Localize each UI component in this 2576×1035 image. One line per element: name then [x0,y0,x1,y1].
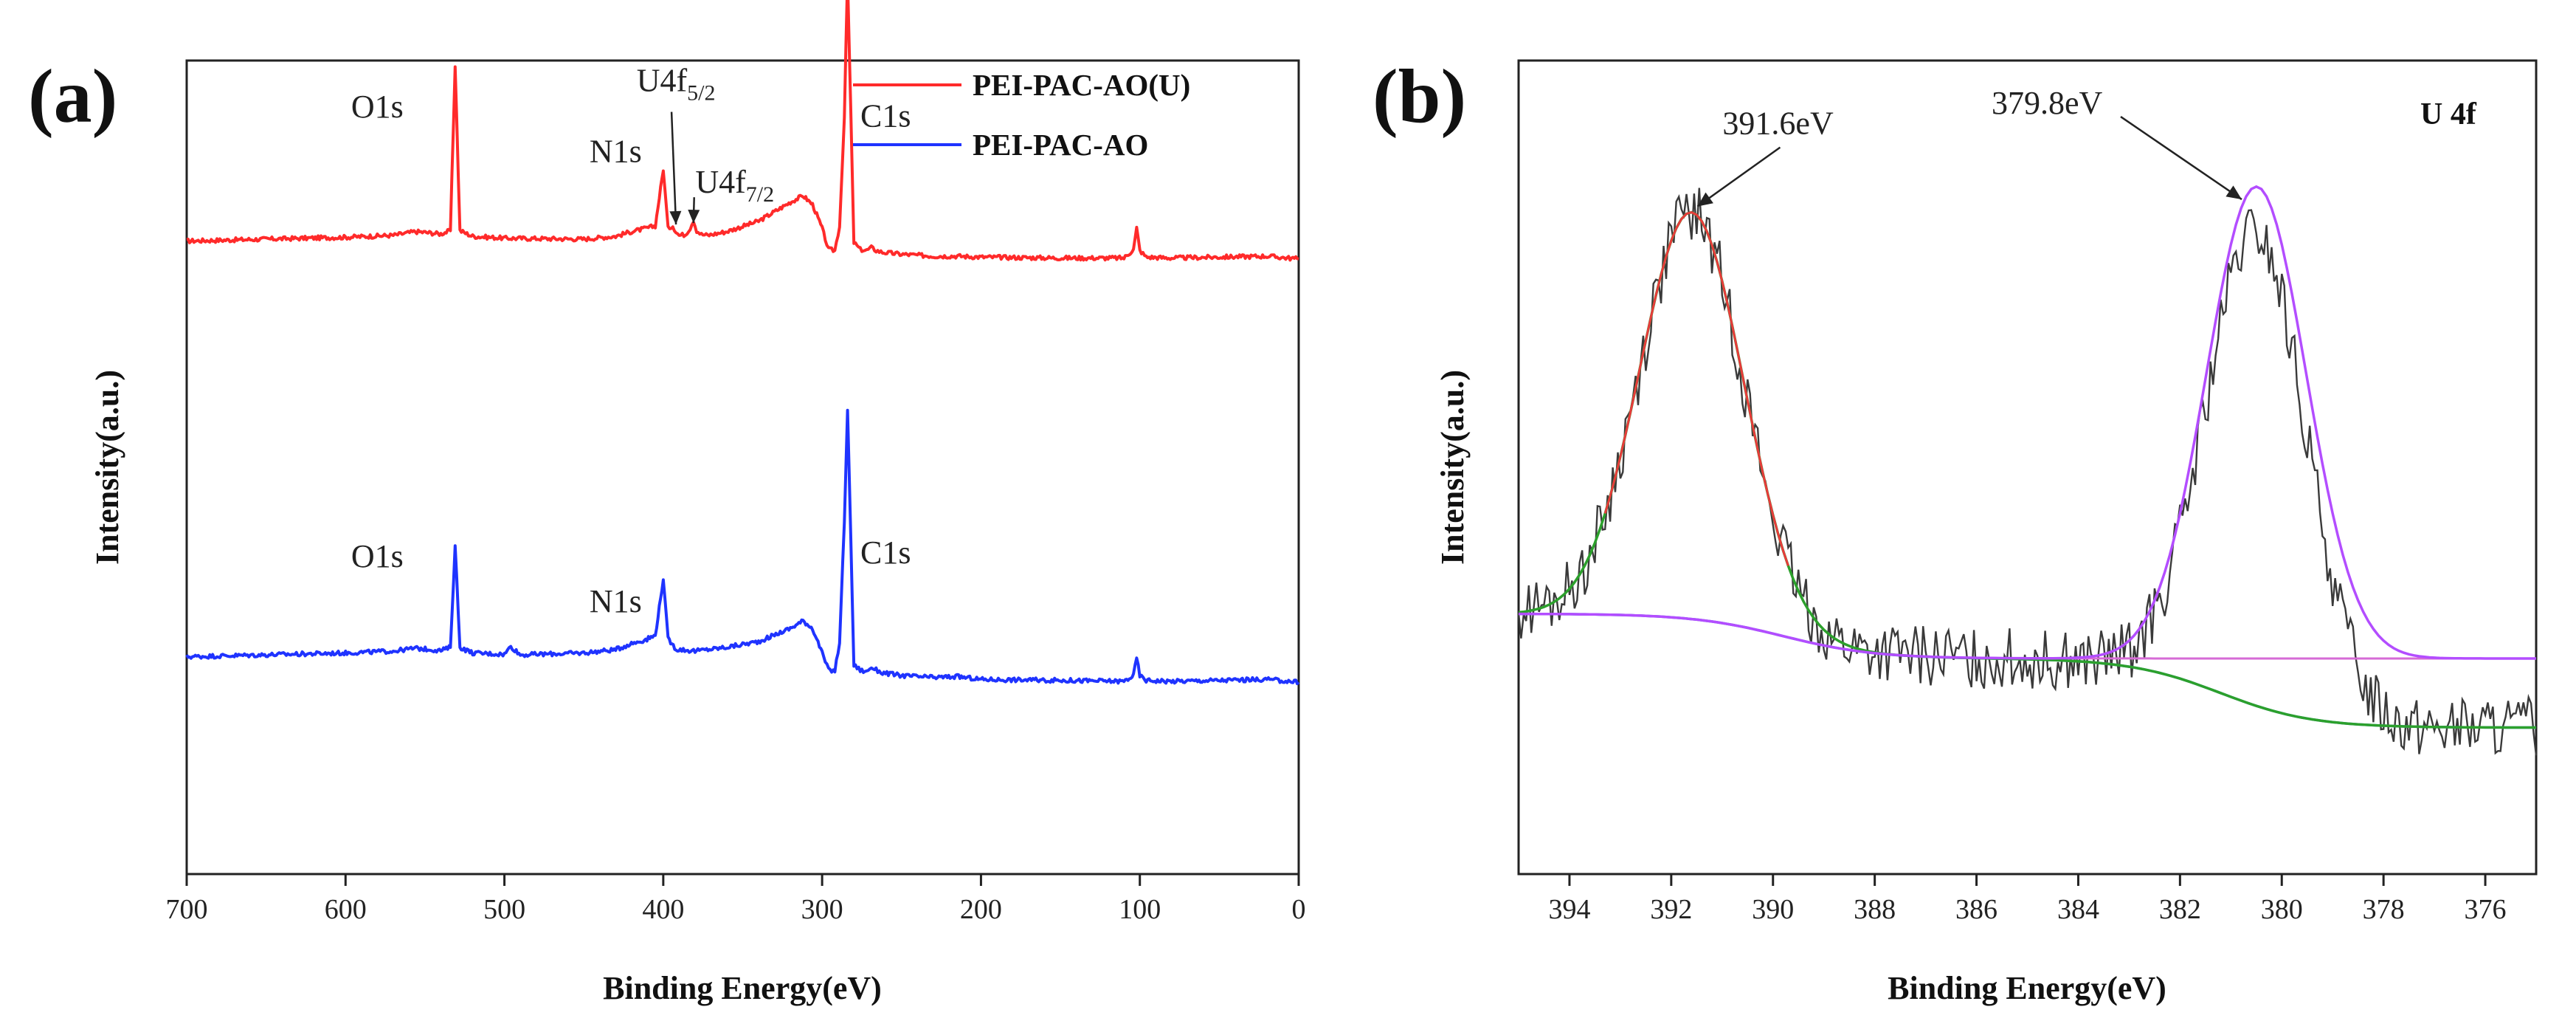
panel-a-label: (a) [28,54,117,139]
series-line-fit-peak-380 [1518,185,2536,660]
panel-b-x-ticks: 394 392 390 388 386 384 382 380 378 376 [1548,874,2507,925]
panel-a-annotation-arrow [670,111,677,225]
panel-b-x-tick-label: 378 [2363,894,2405,925]
panel-b-annotation-arrow [2120,116,2242,201]
legend-label-au: PEI-PAC-AO(U) [973,68,1190,102]
panel-b-x-tick-label: 388 [1854,894,1896,925]
panel-b-arrowhead [2225,185,2242,200]
panel-b-y-axis-title: Intensity(a.u.) [1434,370,1471,565]
panel-b-label: (b) [1372,54,1466,139]
panel-a-annotations: O1s N1s U4f5/2 U4f7/2 C1s O1s N1s C1s [351,63,911,619]
panel-a-peak-label: U4f5/2 [637,63,716,106]
panel-a-x-axis-title: Binding Energy(eV) [603,970,882,1006]
panel-b-x-tick-label: 392 [1650,894,1692,925]
panel-a: (a) 700 600 500 400 300 200 100 0 O1s N1s U4f5/2 U… [28,0,1306,1006]
panel-b-x-tick-label: 390 [1752,894,1794,925]
panel-a-x-tick-label: 500 [483,894,525,925]
panel-a-peak-label: C1s [860,98,911,134]
panel-a-peak-label: C1s [860,534,911,571]
panel-b: (b) 394 392 390 388 386 384 382 380 378 376 391.6… [1372,54,2538,1006]
series-line-background-2 [1518,613,2536,660]
panel-b-plot-frame [1517,59,2538,876]
panel-a-peak-label: N1s [590,134,642,170]
series-line-fit-peak-391 [1518,210,2536,729]
panel-a-plot-frame [185,59,1300,876]
panel-a-peak-label: O1s [351,89,404,125]
panel-b-x-tick-label: 376 [2465,894,2507,925]
panel-a-x-tick-label: 100 [1119,894,1161,925]
panel-a-x-tick-label: 400 [642,894,684,925]
panel-a-x-tick-label: 600 [325,894,367,925]
panel-b-x-tick-label: 380 [2261,894,2303,925]
panel-b-arrowhead [1697,192,1713,207]
panel-b-x-axis-title: Binding Energy(eV) [1888,970,2166,1006]
series-line-envelope [1603,210,1789,566]
series-line-pei-pac-ao-u [186,0,1299,262]
panel-b-x-tick-label: 386 [1955,894,1997,925]
panel-a-arrowhead [669,210,682,225]
panel-a-x-tick-label: 0 [1292,894,1306,925]
legend-label-ao: PEI-PAC-AO [973,128,1148,162]
panel-b-title: U 4f [2420,97,2477,131]
panel-a-x-tick-label: 700 [166,894,208,925]
panel-b-annotation-arrow [1696,146,1781,207]
panel-b-x-tick-label: 382 [2159,894,2201,925]
panel-a-y-axis-title: Intensity(a.u.) [89,370,125,565]
series-line-pei-pac-ao [185,408,1300,686]
series-line-raw-data [1517,188,2538,756]
panel-a-x-tick-label: 300 [801,894,843,925]
panel-a-x-tick-label: 200 [960,894,1002,925]
panel-b-annotations: 391.6eV 379.8eV [1696,85,2242,207]
panel-a-x-ticks: 700 600 500 400 300 200 100 0 [166,874,1306,925]
panel-b-series [1517,185,2538,756]
panel-a-legend: PEI-PAC-AO(U) PEI-PAC-AO [853,68,1190,162]
panel-a-peak-label: U4f7/2 [695,164,774,207]
panel-b-x-tick-label: 384 [2057,894,2099,925]
peak-label-391: 391.6eV [1722,106,1834,142]
panel-a-peak-label: O1s [351,538,404,574]
peak-label-380: 379.8eV [1992,85,2103,121]
panel-a-series [185,0,1300,686]
panel-a-peak-label: N1s [590,583,642,619]
panel-b-x-tick-label: 394 [1548,894,1590,925]
panel-a-arrowhead [688,209,700,224]
